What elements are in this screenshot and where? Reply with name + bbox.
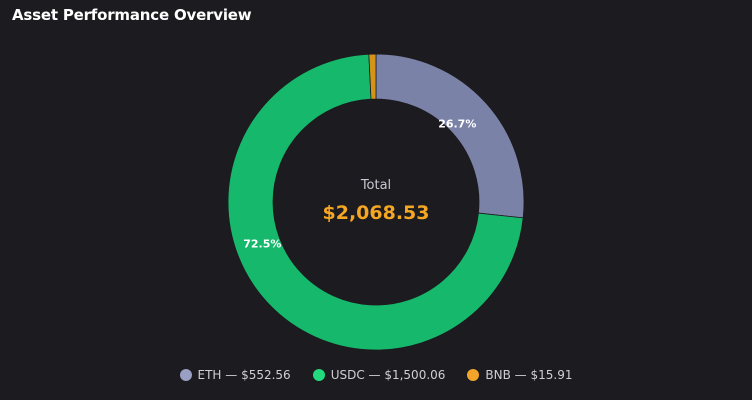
- slice-label-eth: 26.7%: [438, 118, 476, 131]
- legend-dot-icon: [467, 369, 480, 381]
- chart-legend: ETH — $552.56 USDC — $1,500.06 BNB — $15.9…: [0, 368, 752, 382]
- legend-dot-icon: [179, 369, 192, 381]
- legend-dot-icon: [312, 369, 325, 381]
- center-value: $2,068.53: [323, 202, 430, 224]
- center-label: Total: [360, 178, 391, 193]
- legend-item-eth[interactable]: ETH — $552.56: [179, 368, 291, 382]
- legend-item-bnb[interactable]: BNB — $15.91: [467, 368, 572, 382]
- slice-eth[interactable]: [375, 53, 525, 219]
- legend-label: ETH — $552.56: [197, 368, 291, 382]
- slice-usdc[interactable]: [227, 53, 524, 351]
- legend-item-usdc[interactable]: USDC — $1,500.06: [312, 368, 446, 382]
- slice-label-usdc: 72.5%: [243, 237, 281, 250]
- chart-title: Asset Performance Overview: [12, 6, 252, 24]
- slice-bnb[interactable]: [368, 53, 377, 100]
- legend-label: USDC — $1,500.06: [330, 368, 446, 382]
- legend-label: BNB — $15.91: [485, 368, 573, 382]
